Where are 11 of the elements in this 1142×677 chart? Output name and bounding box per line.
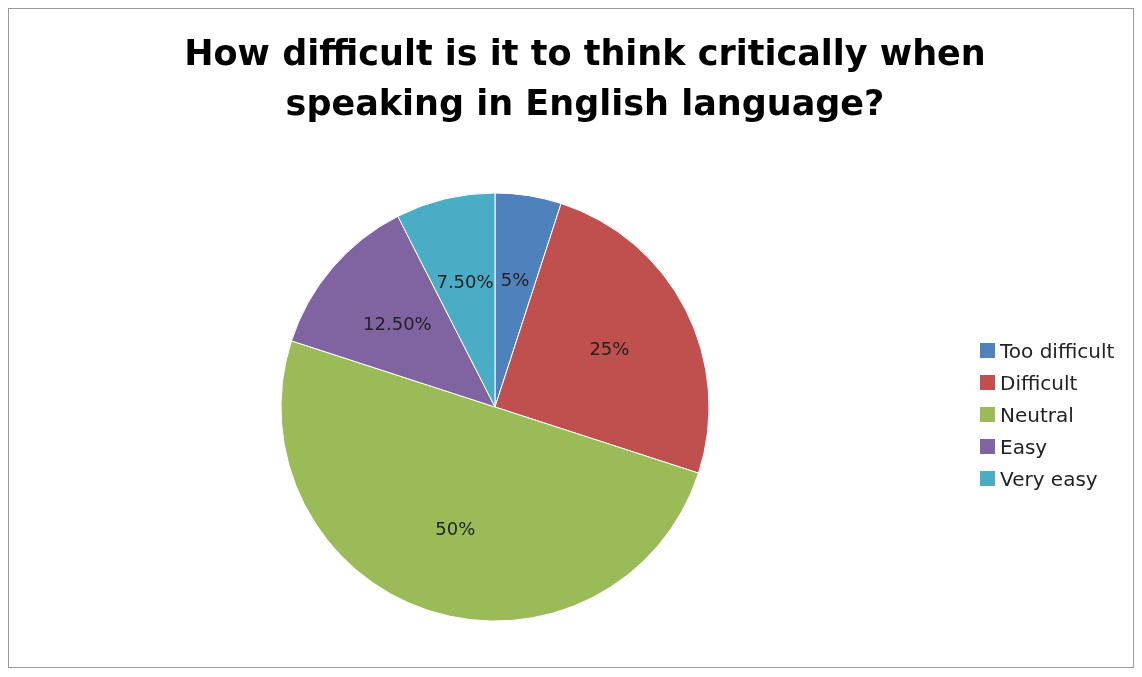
chart-title: How difficult is it to think critically when speaking in English language? xyxy=(184,33,986,123)
data-label: 50% xyxy=(435,518,476,540)
data-label: 7.50% xyxy=(436,271,494,293)
legend-label: Neutral xyxy=(1000,403,1074,427)
legend-label: Too difficult xyxy=(999,339,1115,363)
legend-label: Difficult xyxy=(1000,371,1078,395)
legend-label: Very easy xyxy=(1000,467,1098,491)
data-label: 12.50% xyxy=(363,312,432,334)
data-label: 25% xyxy=(589,338,630,360)
legend-label: Easy xyxy=(1000,435,1048,459)
data-label: 5% xyxy=(500,269,530,291)
